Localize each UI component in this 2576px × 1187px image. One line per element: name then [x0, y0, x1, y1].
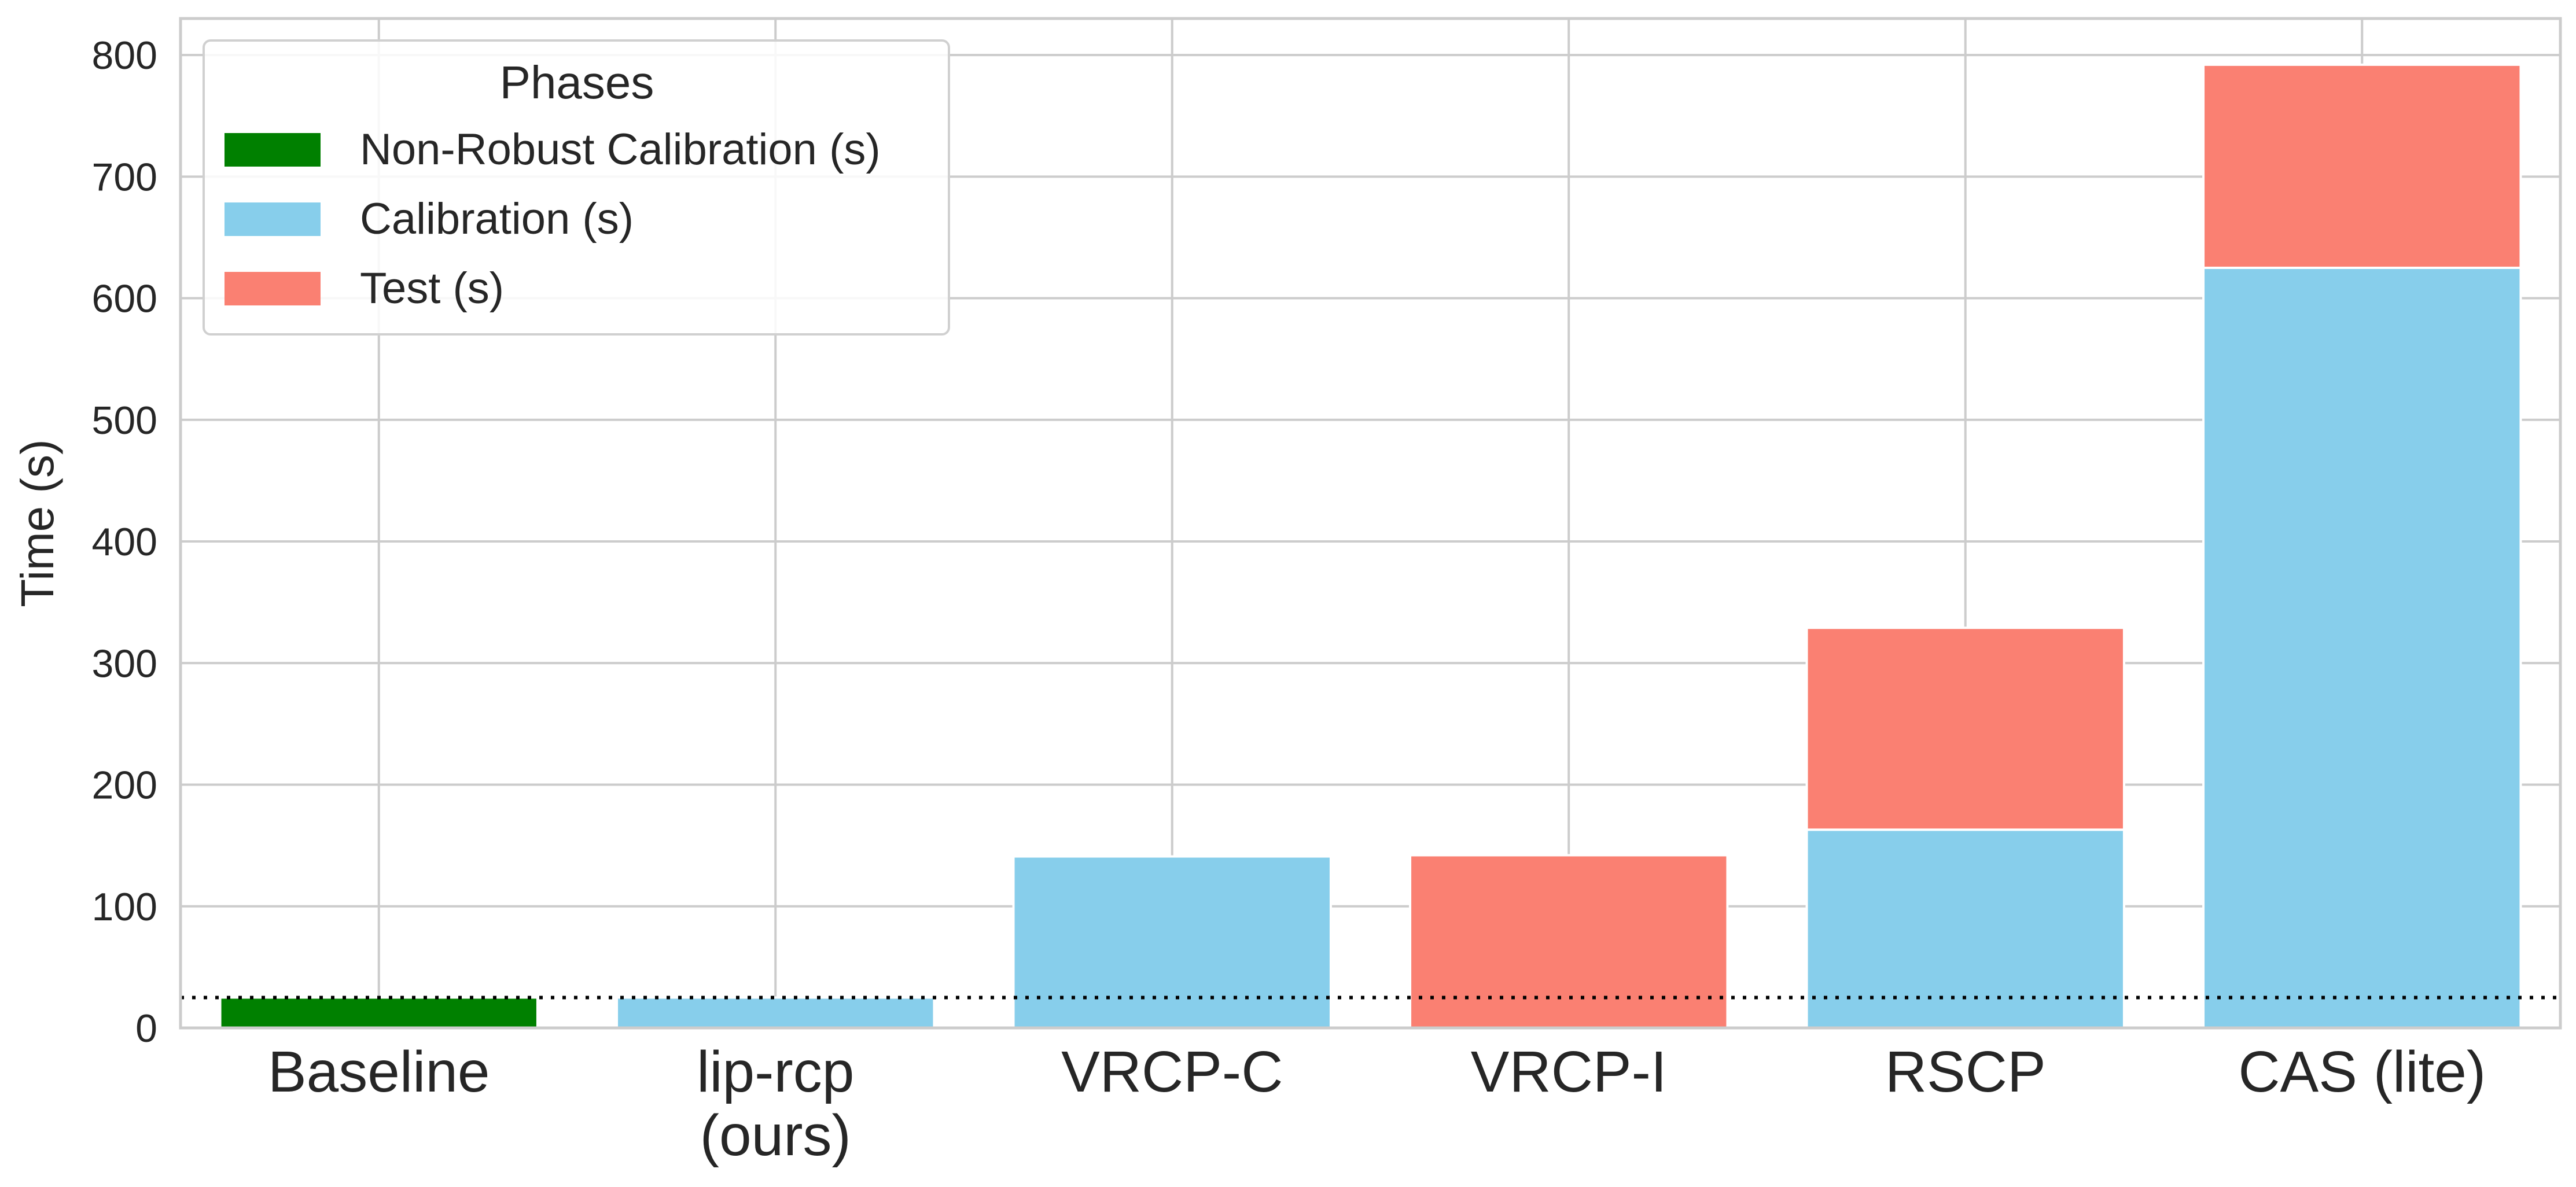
bar-segment	[2202, 266, 2522, 1029]
legend-label: Test (s)	[360, 264, 504, 313]
legend-swatch	[225, 133, 321, 167]
y-tick-label: 800	[92, 34, 157, 78]
y-tick-label: 300	[92, 642, 157, 685]
legend-label: Non-Robust Calibration (s)	[360, 125, 881, 174]
bar-segment	[2202, 63, 2522, 269]
y-tick-label: 100	[92, 885, 157, 929]
bar-segment	[1012, 855, 1332, 1029]
bar-segment	[1409, 854, 1729, 1030]
y-tick-label: 700	[92, 155, 157, 199]
x-tick-label: RSCP	[1885, 1039, 2046, 1104]
legend: Phases Non-Robust Calibration (s) Calibra…	[203, 39, 950, 336]
bars	[219, 63, 2522, 1030]
legend-box	[203, 39, 950, 336]
bar-segment	[616, 996, 936, 1030]
y-tick-label: 400	[92, 520, 157, 564]
x-tick-label: lip-rcp (ours)	[697, 1039, 854, 1168]
y-tick-label: 600	[92, 277, 157, 321]
y-tick-label: 200	[92, 764, 157, 808]
bar-segment	[219, 996, 539, 1030]
bar-segment	[1805, 828, 2125, 1030]
x-tick-label: Baseline	[268, 1039, 490, 1104]
legend-title: Phases	[500, 57, 654, 108]
plot-frame	[179, 17, 2562, 1030]
legend-items: Non-Robust Calibration (s) Calibration (s…	[225, 125, 881, 313]
x-tick-labels: Baseline lip-rcp (ours) VRCP-C VRCP-I RSCP CAS…	[268, 1039, 2486, 1168]
x-tick-label: VRCP-C	[1061, 1039, 1283, 1104]
y-tick-labels: 0 100 200 300 400 500 600 700 800	[92, 34, 157, 1050]
legend-swatch	[225, 202, 321, 236]
x-tick-label: CAS (lite)	[2238, 1039, 2486, 1104]
legend-label: Calibration (s)	[360, 194, 634, 244]
y-tick-label: 500	[92, 399, 157, 443]
x-tick-label: VRCP-I	[1471, 1039, 1667, 1104]
legend-swatch	[225, 272, 321, 305]
y-axis-label: Time (s)	[12, 439, 63, 607]
bar-segment	[1805, 626, 2125, 831]
y-tick-label: 0	[135, 1007, 157, 1050]
